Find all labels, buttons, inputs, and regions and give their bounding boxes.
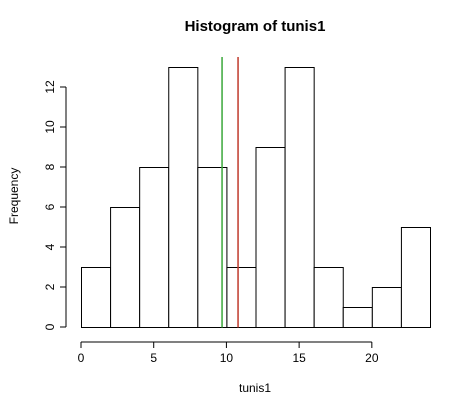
histogram-bar [342,307,373,328]
histogram-bar [371,287,402,328]
histogram-bar [313,267,344,328]
bars-group [81,67,431,328]
x-tick-label: 0 [78,351,85,365]
x-tick-label: 5 [150,351,157,365]
histogram-bar [255,147,286,328]
histogram-bar [400,227,431,328]
histogram-bar [81,267,112,328]
histogram-bar [110,207,141,328]
y-tick-label: 4 [43,243,57,250]
chart-title: Histogram of tunis1 [185,18,326,35]
y-tick-label: 12 [43,80,57,94]
x-axis-label: tunis1 [239,381,271,395]
x-tick-label: 20 [365,351,379,365]
y-tick-label: 8 [43,163,57,170]
y-tick-label: 10 [43,120,57,134]
y-tick-label: 2 [43,283,57,290]
x-axis: 0 5 10 15 20 [78,341,379,365]
y-axis: 0 2 4 6 8 10 12 [43,80,67,330]
histogram-bar [139,167,170,328]
x-tick-label: 15 [292,351,306,365]
histogram-bar [284,67,315,328]
histogram-bar [226,267,257,328]
histogram-bar [168,67,199,328]
x-tick-label: 10 [220,351,234,365]
y-axis-label: Frequency [7,168,21,225]
y-tick-label: 6 [43,203,57,210]
reference-lines-group [221,57,239,328]
y-tick-label: 0 [43,323,57,330]
